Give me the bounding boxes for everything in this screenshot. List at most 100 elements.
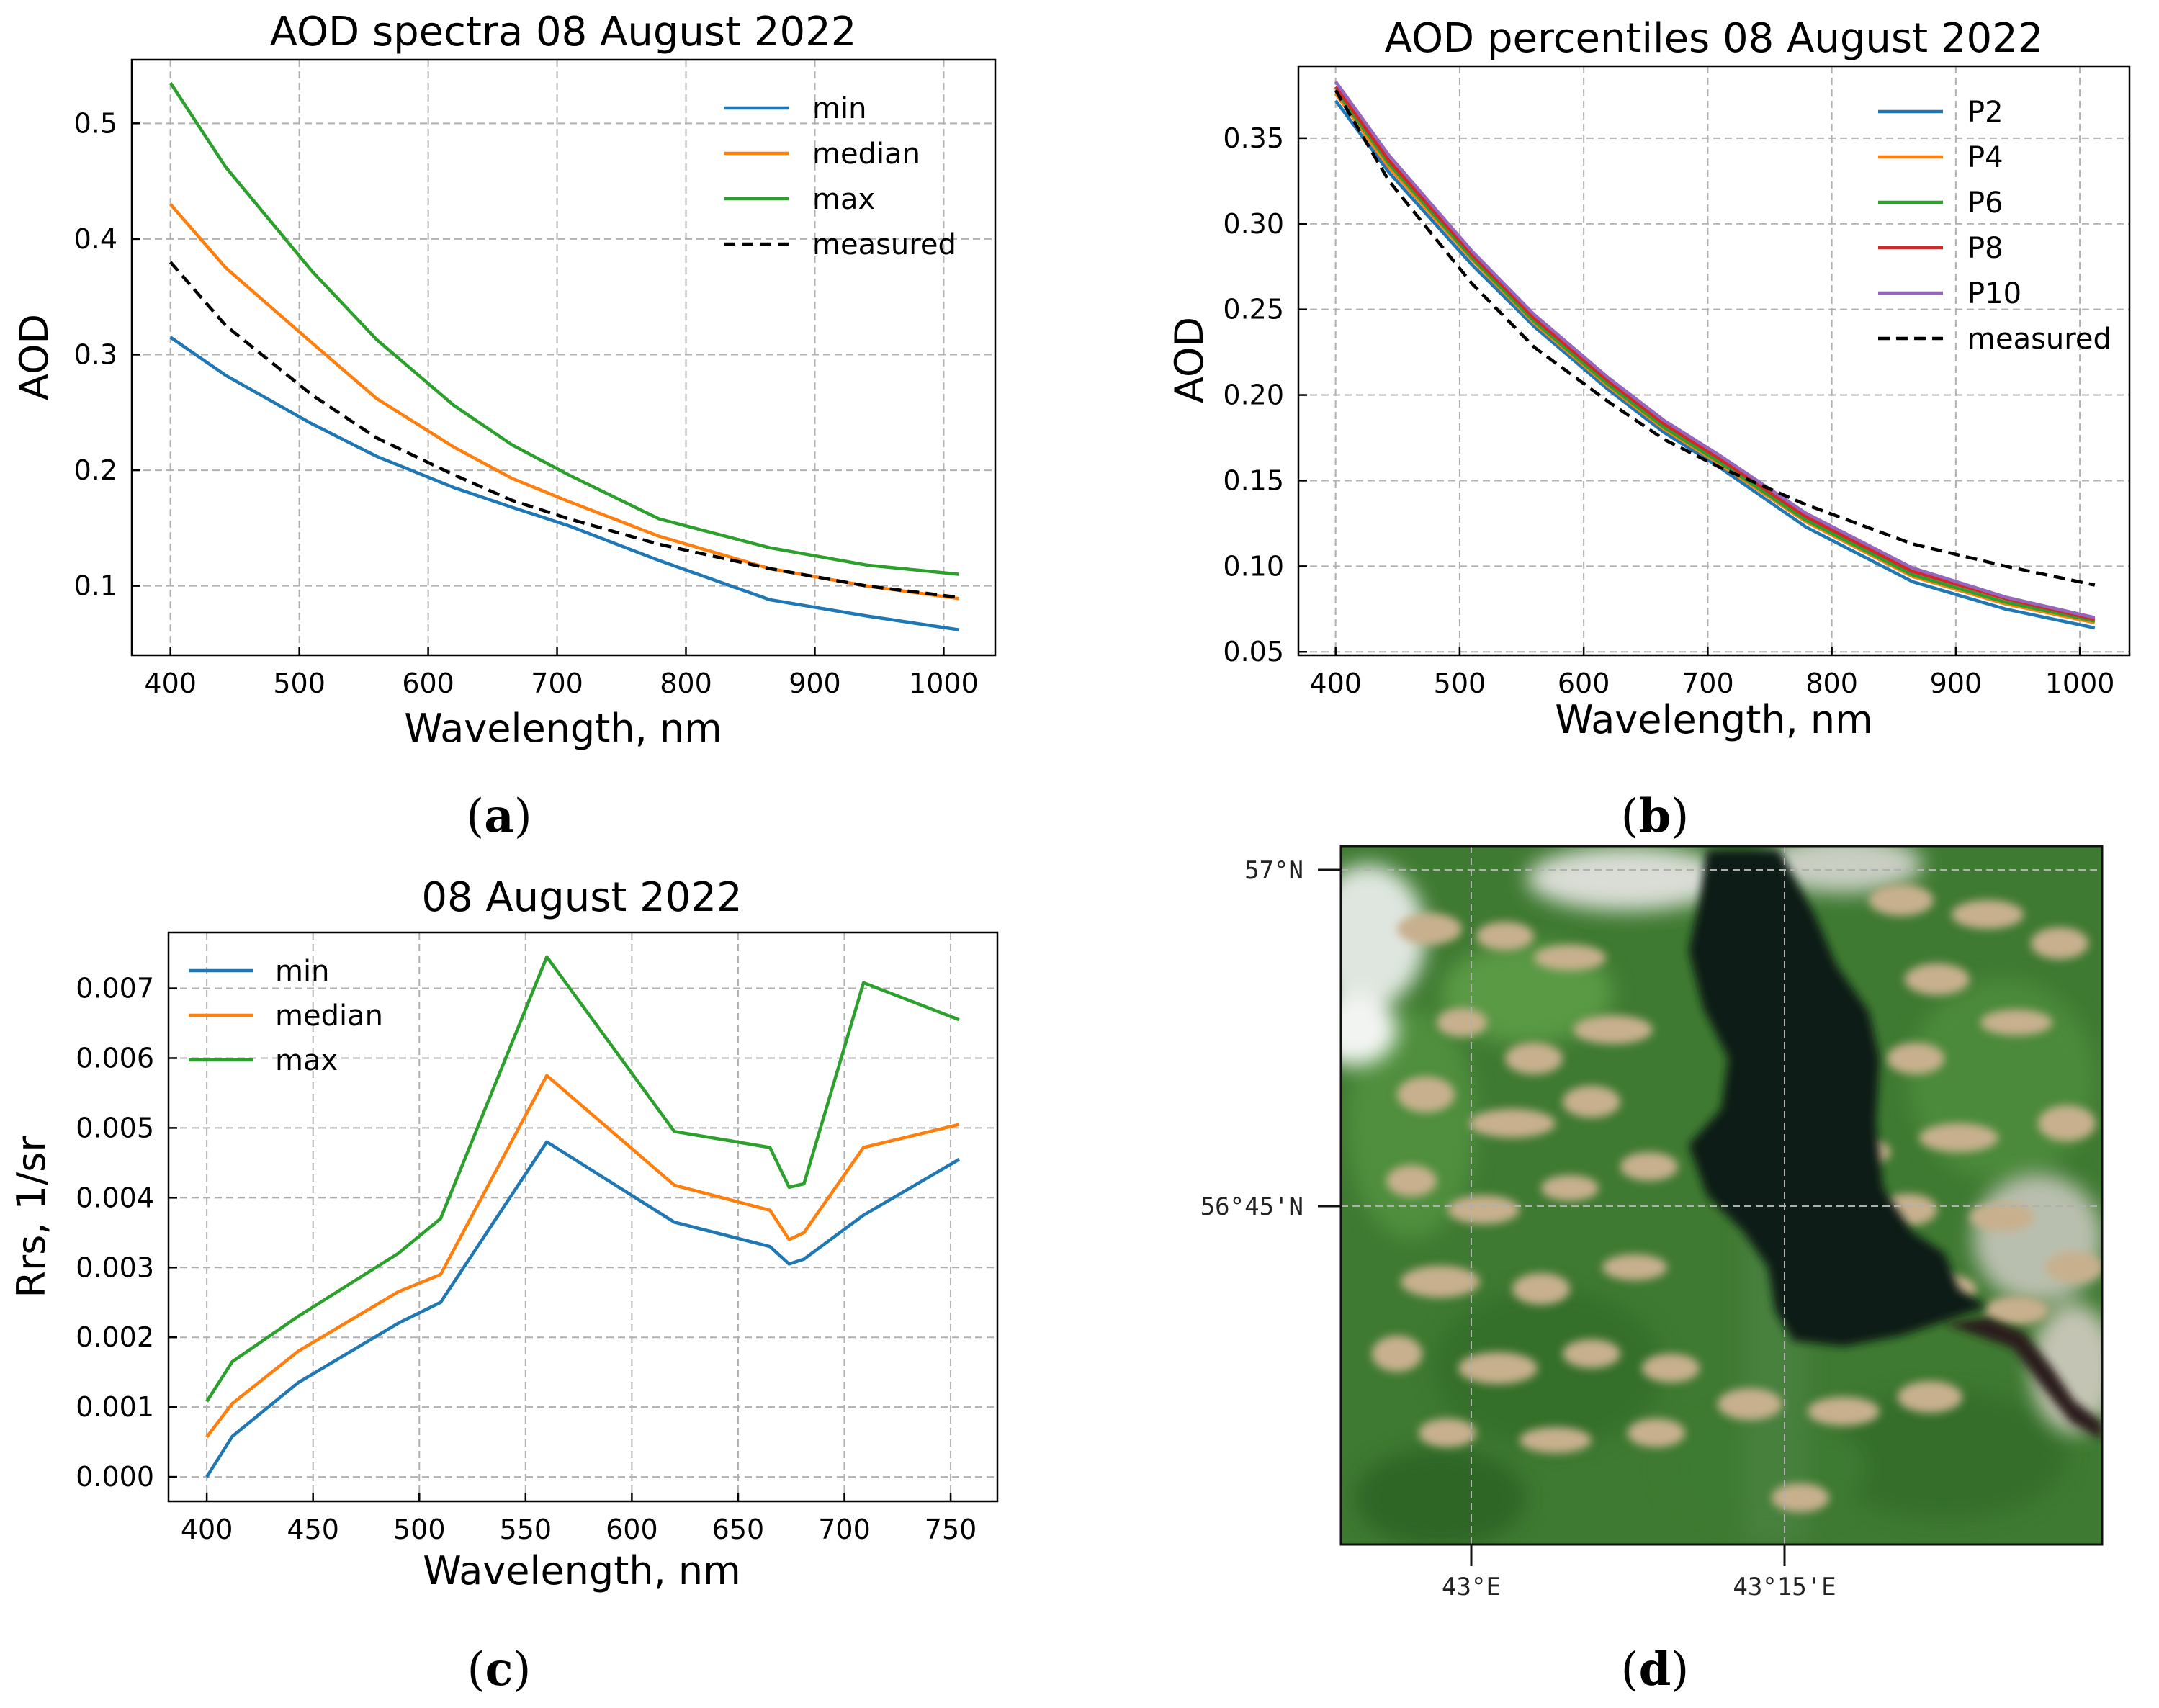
chart-a-ytick-label: 0.1 (74, 570, 117, 602)
chart-b-series-p8 (1334, 86, 2096, 621)
chart-a-series-max (169, 81, 960, 576)
chart-b-ytick-label: 0.20 (1223, 379, 1284, 411)
legend-b-label-p8: P8 (1967, 232, 2003, 265)
chart-a-xtick-label: 1000 (909, 668, 979, 699)
river-channel (1944, 1318, 2102, 1440)
chart-b-xtick-label: 500 (1434, 668, 1486, 699)
chart-a-series-min (169, 336, 960, 631)
chart-c-ytick-label: 0.002 (76, 1321, 154, 1353)
chart-b-xtick-label: 900 (1930, 668, 1983, 699)
caption-a: (a) (466, 789, 531, 843)
chart-a-series-median (169, 203, 960, 601)
legend-a-label-max: max (812, 183, 875, 216)
field-patches (1372, 884, 2102, 1512)
chart-c-gridlines (169, 932, 997, 1501)
legend-b-label-p2: P2 (1967, 96, 2003, 129)
chart-b-series-p6 (1334, 89, 2096, 623)
map-panel-d: 57°N 56°45'N 43°E 43°15'E (1200, 845, 2104, 1601)
chart-c-frame (167, 931, 999, 1503)
chart-b-ytick-label: 0.30 (1223, 208, 1284, 240)
chart-c-title: 08 August 2022 (421, 874, 742, 921)
chart-a-ytick-label: 0.5 (74, 107, 117, 139)
chart-b-series-p10 (1334, 81, 2096, 619)
chart-b-xlabel: Wavelength, nm (1555, 697, 1873, 742)
chart-a-xtick-label: 900 (789, 668, 841, 699)
chart-a-gridlines (132, 60, 995, 655)
chart-b-xtick-label: 600 (1558, 668, 1610, 699)
caption-d: (d) (1621, 1642, 1689, 1696)
chart-c-yticks: 0.000 0.001 0.002 0.003 0.004 0.005 0.006 0.007 (76, 973, 177, 1493)
chart-b-ytick-label: 0.15 (1223, 464, 1284, 496)
chart-b-xtick-label: 400 (1309, 668, 1362, 699)
chart-a-frame (130, 58, 997, 657)
chart-c-ytick-label: 0.005 (76, 1112, 154, 1143)
chart-b-series (1334, 81, 2096, 630)
chart-a-xtick-label: 700 (531, 668, 583, 699)
chart-c-xtick-label: 600 (606, 1514, 658, 1545)
chart-b-legend: P2 P4 P6 P8 P10 measured (1878, 96, 2111, 356)
chart-a-series (169, 81, 960, 631)
chart-b-gridlines (1298, 66, 2129, 655)
legend-a-label-min: min (812, 92, 866, 125)
chart-a-xtick-label: 400 (144, 668, 197, 699)
legend-a-label-median: median (812, 138, 920, 171)
legend-b-label-p10: P10 (1967, 277, 2021, 310)
chart-b-ytick-label: 0.05 (1223, 636, 1284, 668)
chart-a-xtick-label: 500 (273, 668, 326, 699)
chart-c-xlabel: Wavelength, nm (423, 1548, 741, 1594)
chart-c-xticks: 400 450 500 550 600 650 700 750 (181, 1493, 977, 1545)
chart-c-ytick-label: 0.006 (76, 1042, 154, 1074)
chart-a-xtick-label: 800 (660, 668, 712, 699)
chart-c-ytick-label: 0.004 (76, 1182, 154, 1213)
chart-b-xticks: 400 500 600 700 800 900 1000 (1309, 647, 2114, 699)
chart-c-xtick-label: 400 (181, 1514, 233, 1545)
chart-a-xlabel: Wavelength, nm (404, 706, 722, 751)
map-lon-label-4315: 43°15'E (1733, 1573, 1836, 1601)
chart-a-ytick-label: 0.4 (74, 223, 117, 255)
chart-panel-a: AOD spectra 08 August 2022 400 500 600 700 8… (12, 9, 997, 751)
map-lon-label-43: 43°E (1442, 1573, 1501, 1601)
chart-c-ylabel: Rrs, 1/sr (9, 1136, 54, 1298)
chart-c-xtick-label: 500 (393, 1514, 446, 1545)
chart-c-legend: min median max (189, 955, 383, 1077)
legend-b-label-p6: P6 (1967, 186, 2003, 220)
legend-c-label-max: max (275, 1044, 338, 1077)
chart-a-ylabel: AOD (12, 314, 57, 400)
chart-panel-c: 08 August 2022 400 450 500 550 600 650 700 750 … (9, 874, 999, 1594)
chart-b-ytick-label: 0.35 (1223, 122, 1284, 154)
map-lat-label-57: 57°N (1244, 856, 1303, 885)
legend-b-label-measured: measured (1967, 323, 2111, 356)
chart-c-xtick-label: 700 (818, 1514, 871, 1545)
legend-a-label-measured: measured (812, 228, 956, 261)
chart-b-ytick-label: 0.10 (1223, 550, 1284, 582)
chart-c-series (205, 955, 961, 1478)
chart-a-ytick-label: 0.2 (74, 454, 117, 486)
satellite-image (1341, 846, 2102, 1545)
chart-b-xtick-label: 700 (1682, 668, 1734, 699)
chart-c-series-median (205, 1074, 960, 1439)
chart-a-legend: min median max measured (724, 92, 956, 261)
chart-c-series-min (205, 1140, 961, 1478)
reservoir-water (1689, 850, 1988, 1347)
map-lat-label-5645: 56°45'N (1200, 1192, 1303, 1221)
chart-a-xtick-label: 600 (402, 668, 454, 699)
chart-b-ytick-label: 0.25 (1223, 294, 1284, 325)
legend-c-label-median: median (275, 999, 383, 1033)
chart-a-xticks: 400 500 600 700 800 900 1000 (144, 647, 979, 699)
chart-a-title: AOD spectra 08 August 2022 (270, 9, 857, 55)
legend-c-label-min: min (275, 955, 329, 988)
caption-b: (b) (1621, 789, 1689, 843)
chart-b-series-p2 (1334, 99, 2096, 630)
chart-b-xtick-label: 1000 (2045, 668, 2115, 699)
chart-b-xtick-label: 800 (1805, 668, 1858, 699)
chart-b-ylabel: AOD (1167, 317, 1212, 403)
chart-b-title: AOD percentiles 08 August 2022 (1385, 15, 2044, 62)
chart-c-ytick-label: 0.003 (76, 1251, 154, 1283)
legend-b-label-p4: P4 (1967, 141, 2003, 174)
chart-panel-b: AOD percentiles 08 August 2022 400 500 600… (1167, 15, 2131, 742)
chart-c-xtick-label: 750 (925, 1514, 977, 1545)
chart-b-yticks: 0.05 0.10 0.15 0.20 0.25 0.30 0.35 (1223, 122, 1307, 668)
chart-a-yticks: 0.1 0.2 0.3 0.4 0.5 (74, 107, 140, 602)
chart-c-xtick-label: 450 (287, 1514, 339, 1545)
